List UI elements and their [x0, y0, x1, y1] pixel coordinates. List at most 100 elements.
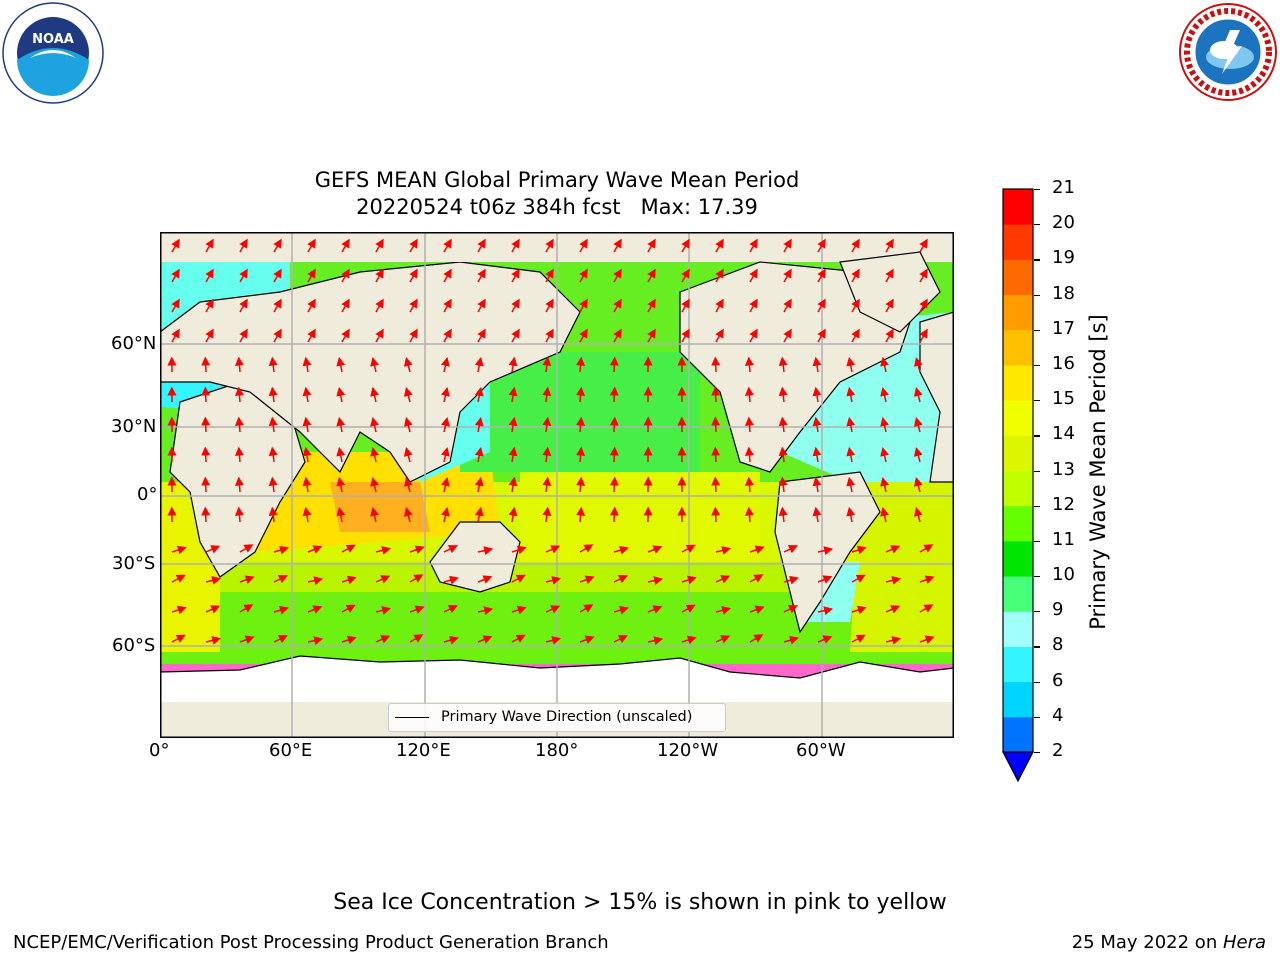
wave-direction-arrow: [205, 636, 222, 645]
wave-direction-arrow: [205, 298, 214, 313]
wave-direction-arrow: [817, 298, 826, 313]
wave-direction-arrow: [477, 635, 493, 644]
wave-direction-arrow: [778, 476, 788, 493]
wave-direction-arrow: [307, 545, 323, 554]
wave-direction-arrow: [783, 298, 792, 313]
wave-direction-arrow: [239, 328, 248, 343]
wave-direction-arrow: [477, 546, 494, 556]
y-tick-0: 0°: [137, 484, 158, 505]
wave-direction-arrow: [234, 416, 244, 433]
wave-direction-arrow: [711, 356, 721, 373]
wave-direction-arrow: [201, 416, 211, 433]
wave-direction-arrow: [817, 606, 834, 616]
wave-direction-arrow: [268, 506, 278, 523]
colorbar-band: [1003, 576, 1033, 612]
wave-direction-arrow: [783, 268, 792, 283]
wave-direction-arrow: [744, 386, 754, 403]
wave-direction-arrow: [370, 356, 379, 373]
wave-direction-arrow: [239, 604, 254, 613]
colorbar-tick: 16: [1052, 352, 1075, 374]
colorbar-tick-mark: [1034, 646, 1040, 648]
wave-direction-arrow: [681, 268, 690, 283]
wave-direction-arrow: [403, 387, 413, 403]
wave-direction-arrow: [919, 268, 928, 283]
wave-direction-arrow: [171, 268, 180, 283]
colorbar-tick: 15: [1052, 388, 1075, 410]
wave-direction-arrow: [307, 298, 316, 313]
wave-direction-arrow: [511, 268, 520, 283]
wave-direction-arrow: [307, 636, 324, 646]
wave-direction-arrow: [370, 476, 379, 493]
wave-direction-arrow: [171, 574, 186, 583]
wave-direction-arrow: [812, 356, 822, 373]
colorbar-label: Primary Wave Mean Period [s]: [1086, 314, 1110, 630]
colorbar-tick-mark: [1034, 611, 1040, 613]
wave-direction-arrow: [919, 575, 935, 584]
wave-direction-arrow: [681, 328, 690, 343]
wave-direction-arrow: [201, 506, 211, 523]
wave-direction-arrow: [579, 544, 594, 553]
wave-direction-arrow: [744, 506, 754, 523]
wave-direction-arrow: [783, 575, 799, 585]
footer-host: Hera: [1222, 932, 1266, 953]
wave-direction-arrow: [647, 238, 656, 253]
wave-direction-arrow: [205, 328, 214, 343]
colorbar-tick: 8: [1052, 634, 1064, 656]
wave-direction-arrow: [851, 298, 860, 313]
wave-direction-arrow: [744, 356, 754, 373]
wave-direction-arrow: [609, 446, 619, 463]
colorbar-tick: 20: [1052, 212, 1075, 234]
wave-direction-arrow: [919, 604, 934, 613]
wave-direction-arrow: [851, 328, 860, 343]
wave-direction-arrow: [336, 416, 346, 433]
colorbar-tick: 19: [1052, 247, 1075, 269]
wave-direction-arrow: [477, 328, 486, 343]
colorbar-tick-mark: [1034, 576, 1040, 578]
wave-direction-arrow: [647, 298, 656, 313]
colorbar-tick: 21: [1052, 177, 1075, 198]
wave-direction-arrow: [609, 416, 619, 433]
wave-direction-arrow: [711, 476, 721, 493]
wave-direction-arrow: [885, 545, 901, 554]
wave-direction-arrow: [609, 386, 619, 403]
legend-label: Primary Wave Direction (unscaled): [441, 709, 693, 725]
colorbar-tick-mark: [1034, 400, 1040, 402]
colorbar-band: [1003, 294, 1033, 331]
wave-direction-arrow: [579, 604, 594, 613]
wave-direction-arrow: [409, 238, 418, 253]
colorbar-tick: 6: [1052, 669, 1064, 691]
wave-direction-arrow: [545, 298, 554, 313]
colorbar-tick-mark: [1034, 505, 1040, 507]
wave-direction-arrow: [880, 386, 889, 403]
wave-direction-arrow: [302, 446, 312, 463]
wave-direction-arrow: [307, 268, 316, 283]
wave-direction-arrow: [609, 476, 619, 493]
wave-direction-arrow: [851, 605, 867, 615]
wave-direction-arrow: [403, 417, 413, 433]
wave-direction-arrow: [273, 545, 289, 555]
wave-direction-arrow: [545, 576, 562, 585]
wave-direction-arrow: [474, 506, 484, 523]
wave-direction-arrow: [234, 356, 244, 373]
wave-direction-arrow: [511, 238, 520, 253]
wave-direction-arrow: [201, 476, 211, 493]
colorbar-tick: 17: [1052, 317, 1075, 339]
wave-direction-arrow: [749, 328, 758, 343]
wave-direction-arrow: [205, 238, 214, 253]
wave-direction-arrow: [846, 386, 856, 403]
wave-direction-arrow: [880, 446, 889, 463]
wave-direction-arrow: [681, 544, 696, 553]
wave-direction-arrow: [443, 635, 459, 645]
wave-direction-arrow: [336, 386, 346, 403]
wave-direction-arrow: [545, 328, 554, 343]
wave-direction-arrow: [403, 507, 413, 523]
wave-direction-arrow: [336, 356, 346, 373]
wave-direction-arrow: [647, 268, 656, 283]
wave-direction-arrow: [542, 416, 552, 433]
wave-direction-arrow: [715, 238, 724, 253]
wave-direction-arrow: [474, 416, 484, 433]
wave-direction-arrow: [783, 328, 792, 343]
wave-direction-arrow: [846, 506, 856, 523]
wave-direction-arrow: [851, 634, 866, 643]
wave-direction-arrow: [341, 544, 356, 553]
